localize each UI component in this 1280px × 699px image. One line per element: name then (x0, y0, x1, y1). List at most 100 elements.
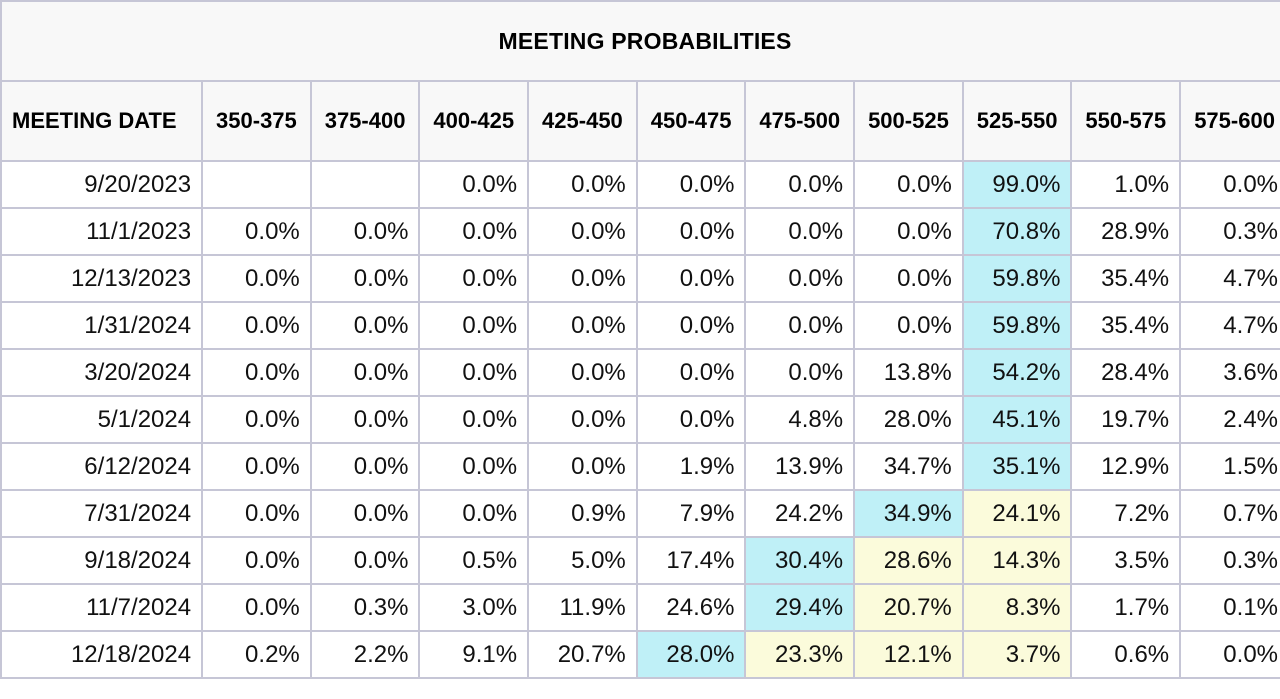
probability-cell: 0.3% (1179, 536, 1280, 585)
probability-cell: 11.9% (527, 583, 638, 632)
probability-cell: 3.6% (1179, 348, 1280, 397)
probability-cell: 28.0% (635, 630, 747, 679)
column-header-rate-range: 350-375 (201, 80, 312, 162)
column-header-meeting-date: MEETING DATE (0, 80, 204, 162)
table-row: 6/12/2024 0.0% 0.0% 0.0% 0.0% 1.9% 13.9% 34.7% 3… (0, 442, 1280, 491)
probability-cell: 0.0% (309, 395, 421, 444)
probability-cell: 12.1% (853, 630, 964, 679)
probability-cell: 0.0% (418, 348, 530, 397)
probability-cell: 29.4% (744, 583, 856, 632)
probability-cell: 0.0% (418, 207, 530, 256)
table-row: 1/31/2024 0.0% 0.0% 0.0% 0.0% 0.0% 0.0% 0.0% 59.… (0, 301, 1280, 350)
meeting-date-cell: 9/18/2024 (0, 536, 204, 585)
probability-cell: 2.2% (309, 630, 421, 679)
probability-cell: 0.0% (527, 395, 638, 444)
probability-cell: 3.7% (961, 630, 1073, 679)
meeting-date-cell: 12/13/2023 (0, 254, 204, 303)
probability-cell: 0.0% (527, 348, 638, 397)
probability-cell: 5.0% (527, 536, 638, 585)
probability-cell: 28.0% (853, 395, 964, 444)
probability-cell: 0.0% (418, 489, 530, 538)
probability-cell: 0.5% (418, 536, 530, 585)
probability-cell: 0.0% (418, 442, 530, 491)
table-body: 9/20/2023 0.0% 0.0% 0.0% 0.0% 0.0% 99.0% 1.0% 0.… (0, 160, 1280, 679)
probability-cell: 14.3% (961, 536, 1073, 585)
probability-cell: 12.9% (1070, 442, 1182, 491)
probability-cell: 0.0% (527, 254, 638, 303)
probability-cell: 0.0% (1179, 630, 1280, 679)
probability-cell: 24.1% (961, 489, 1073, 538)
probability-cell: 0.0% (744, 254, 856, 303)
probability-cell: 4.8% (744, 395, 856, 444)
column-header-rate-range: 450-475 (635, 80, 747, 162)
meeting-date-cell: 12/18/2024 (0, 630, 204, 679)
probability-cell: 0.0% (201, 536, 312, 585)
probability-cell: 0.0% (309, 348, 421, 397)
probability-cell: 0.0% (635, 160, 747, 209)
probability-cell: 0.0% (527, 301, 638, 350)
probability-cell: 7.2% (1070, 489, 1182, 538)
meeting-probabilities-table: MEETING PROBABILITIES MEETING DATE 350-37… (0, 0, 1280, 679)
probability-cell: 0.0% (418, 395, 530, 444)
probability-cell: 0.3% (309, 583, 421, 632)
probability-cell: 0.0% (201, 442, 312, 491)
probability-cell: 0.0% (201, 207, 312, 256)
column-header-row: MEETING DATE 350-375 375-400 400-425 425-450… (0, 80, 1280, 162)
probability-cell: 0.0% (744, 301, 856, 350)
probability-cell: 0.0% (201, 301, 312, 350)
probability-cell: 0.0% (309, 207, 421, 256)
table-row: 12/13/2023 0.0% 0.0% 0.0% 0.0% 0.0% 0.0% 0.0% 59… (0, 254, 1280, 303)
probability-cell: 24.2% (744, 489, 856, 538)
probability-cell: 9.1% (418, 630, 530, 679)
title-row: MEETING PROBABILITIES (0, 0, 1280, 82)
probability-cell: 34.7% (853, 442, 964, 491)
probability-cell: 0.0% (853, 160, 964, 209)
probability-cell: 13.8% (853, 348, 964, 397)
probability-cell: 0.0% (418, 301, 530, 350)
table-row: 3/20/2024 0.0% 0.0% 0.0% 0.0% 0.0% 0.0% 13.8% 54… (0, 348, 1280, 397)
probability-cell: 20.7% (853, 583, 964, 632)
table-row: 11/7/2024 0.0% 0.3% 3.0% 11.9% 24.6% 29.4% 20.7… (0, 583, 1280, 632)
probability-cell: 1.9% (635, 442, 747, 491)
column-header-rate-range: 375-400 (309, 80, 421, 162)
probability-cell: 0.0% (527, 207, 638, 256)
probability-cell: 0.7% (1179, 489, 1280, 538)
probability-cell: 7.9% (635, 489, 747, 538)
probability-cell: 45.1% (961, 395, 1073, 444)
probability-cell: 1.7% (1070, 583, 1182, 632)
probability-cell: 28.6% (853, 536, 964, 585)
column-header-rate-range: 475-500 (744, 80, 856, 162)
probability-cell: 0.0% (201, 583, 312, 632)
probability-cell: 0.0% (201, 395, 312, 444)
probability-cell: 0.0% (635, 348, 747, 397)
probability-cell: 24.6% (635, 583, 747, 632)
probability-cell: 70.8% (961, 207, 1073, 256)
probability-cell: 0.0% (201, 489, 312, 538)
probability-cell: 23.3% (744, 630, 856, 679)
column-header-rate-range: 575-600 (1179, 80, 1280, 162)
column-header-rate-range: 500-525 (853, 80, 964, 162)
probability-cell: 1.0% (1070, 160, 1182, 209)
column-header-rate-range: 400-425 (418, 80, 530, 162)
table-row: 9/20/2023 0.0% 0.0% 0.0% 0.0% 0.0% 99.0% 1.0% 0.… (0, 160, 1280, 209)
probability-cell: 1.5% (1179, 442, 1280, 491)
probability-cell: 0.0% (744, 160, 856, 209)
meeting-date-cell: 3/20/2024 (0, 348, 204, 397)
probability-cell: 20.7% (527, 630, 638, 679)
probability-cell: 28.9% (1070, 207, 1182, 256)
meeting-date-cell: 1/31/2024 (0, 301, 204, 350)
probability-cell: 30.4% (744, 536, 856, 585)
probability-cell (309, 160, 421, 209)
probability-cell: 0.0% (309, 442, 421, 491)
probability-cell: 0.0% (309, 301, 421, 350)
probability-cell: 4.7% (1179, 301, 1280, 350)
probability-cell: 3.5% (1070, 536, 1182, 585)
probability-cell: 0.2% (201, 630, 312, 679)
probability-table-container: MEETING PROBABILITIES MEETING DATE 350-37… (0, 0, 1280, 679)
probability-cell: 0.0% (635, 395, 747, 444)
probability-cell: 13.9% (744, 442, 856, 491)
probability-cell: 0.0% (635, 301, 747, 350)
column-header-rate-range: 525-550 (961, 80, 1073, 162)
probability-cell: 0.0% (853, 254, 964, 303)
table-row: 5/1/2024 0.0% 0.0% 0.0% 0.0% 0.0% 4.8% 28.0% 45.… (0, 395, 1280, 444)
